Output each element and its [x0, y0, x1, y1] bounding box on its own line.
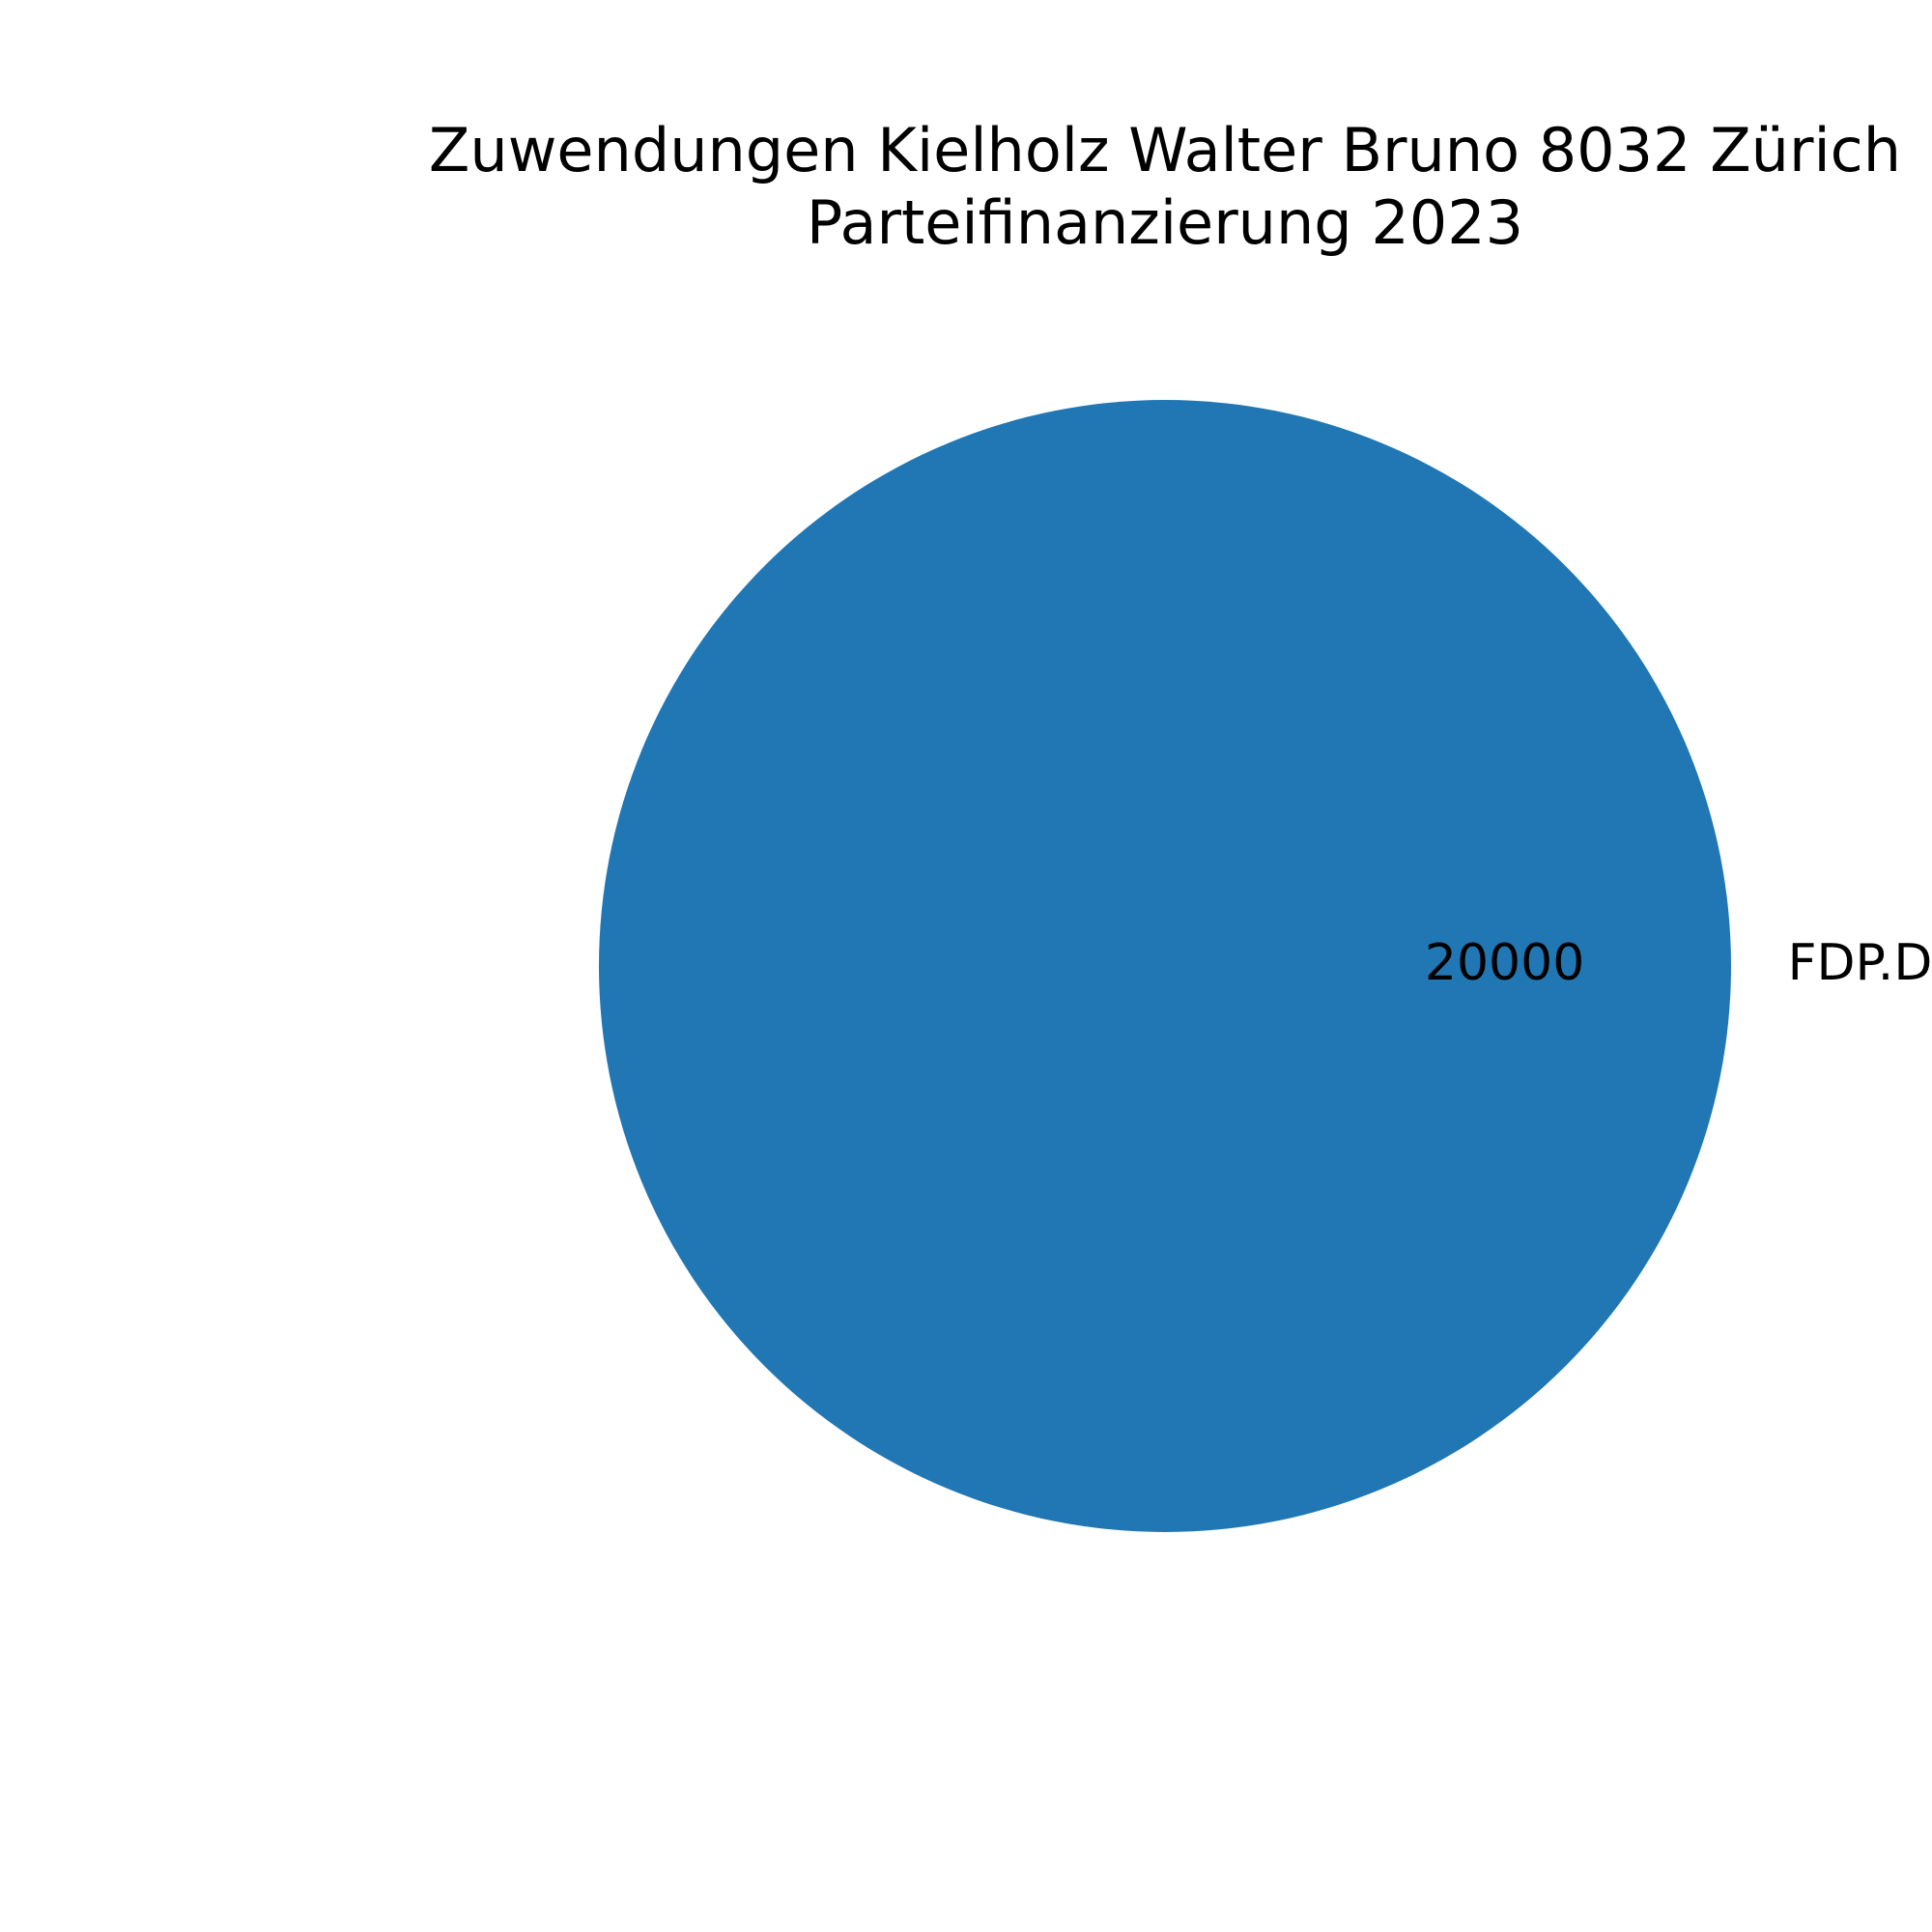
pie-slice-value-0: 20000 [1425, 934, 1584, 992]
chart-title-line-2: Parteifinanzierung 2023 [807, 187, 1523, 258]
pie-labels: FDP.Die Liberalen 20000 [1425, 934, 1932, 992]
pie-slice-0 [599, 400, 1731, 1532]
chart-title-line-1: Zuwendungen Kielholz Walter Bruno 8032 Z… [429, 115, 1901, 185]
chart-title: Zuwendungen Kielholz Walter Bruno 8032 Z… [429, 115, 1901, 258]
pie-slices [599, 400, 1731, 1532]
pie-slice-label-0: FDP.Die Liberalen [1788, 934, 1932, 992]
